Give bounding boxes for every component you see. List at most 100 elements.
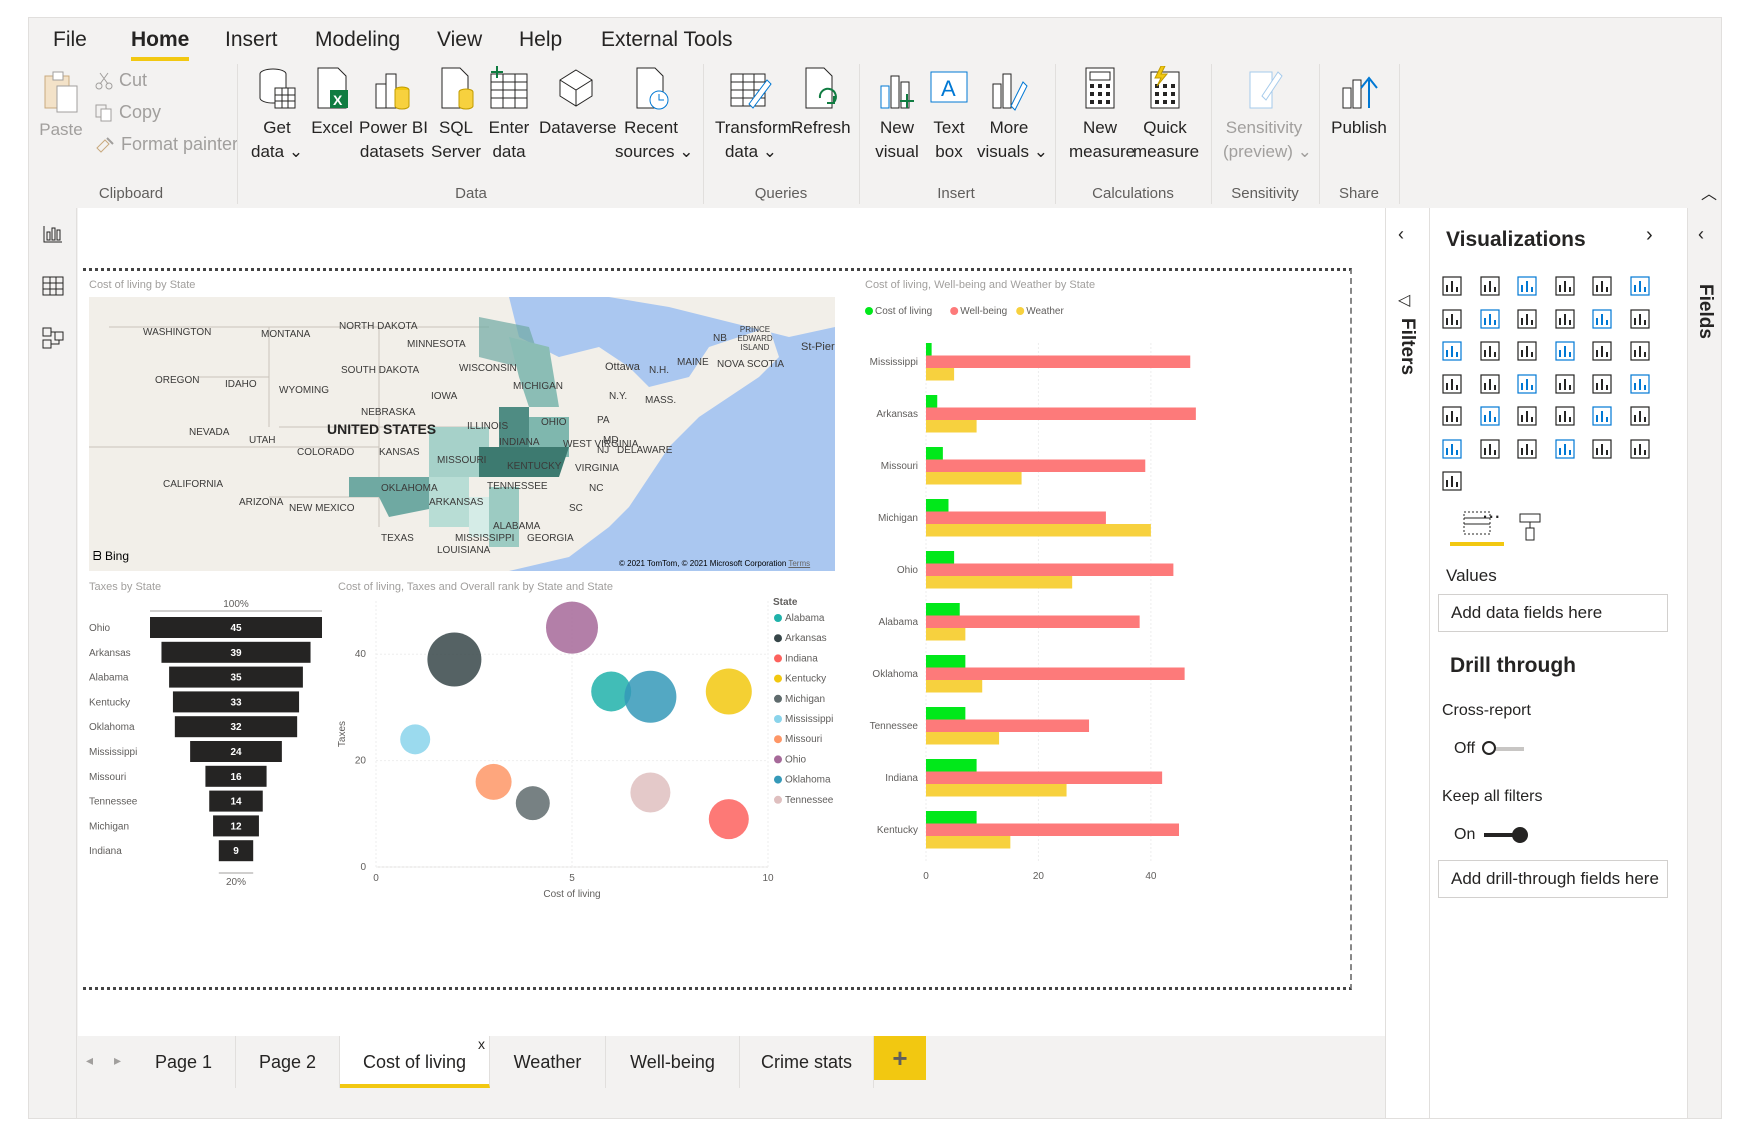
visual-type-icon[interactable] xyxy=(1553,274,1577,298)
tab-page-1[interactable]: Page 1 xyxy=(132,1036,236,1088)
bar-cost-of-living-missouri[interactable] xyxy=(926,447,943,460)
bar-weather-arkansas[interactable] xyxy=(926,420,977,433)
visual-type-icon[interactable] xyxy=(1515,437,1539,461)
bar-well-being-ohio[interactable] xyxy=(926,563,1174,577)
scatter-point-missouri[interactable] xyxy=(475,763,512,800)
scatter-point-oklahoma[interactable] xyxy=(624,670,677,723)
more-visuals-button[interactable]: More visuals ⌄ xyxy=(977,66,1048,164)
model-view-icon[interactable] xyxy=(41,326,65,350)
menu-tab-external-tools[interactable]: External Tools xyxy=(601,28,733,51)
visual-type-icon[interactable] xyxy=(1628,437,1652,461)
funnel-bar-alabama[interactable] xyxy=(169,666,303,688)
visual-type-icon[interactable] xyxy=(1478,339,1502,363)
bar-legend-item[interactable]: Well-being xyxy=(960,306,1007,317)
tab-cost-of-living[interactable]: Cost of living x xyxy=(340,1036,490,1088)
visual-type-icon[interactable] xyxy=(1553,404,1577,428)
visual-type-icon[interactable] xyxy=(1440,307,1464,331)
close-tab-icon[interactable]: x xyxy=(478,1036,485,1052)
bar-weather-oklahoma[interactable] xyxy=(926,680,983,693)
tab-page-2[interactable]: Page 2 xyxy=(236,1036,340,1088)
keep-filters-toggle[interactable]: On xyxy=(1454,826,1528,844)
collapse-ribbon-icon[interactable]: ︿ xyxy=(1701,186,1718,203)
visual-type-icon[interactable] xyxy=(1440,372,1464,396)
more-visuals-icon[interactable]: ... xyxy=(1482,498,1501,523)
recent-sources-button[interactable]: Recent sources ⌄ xyxy=(615,66,694,164)
scatter-legend-item[interactable]: Michigan xyxy=(785,694,825,705)
enter-data-button[interactable]: Enter data xyxy=(487,66,531,164)
scatter-legend-item[interactable]: Missouri xyxy=(785,734,822,745)
bar-cost-of-living-tennessee[interactable] xyxy=(926,707,966,720)
visual-type-icon[interactable] xyxy=(1590,307,1614,331)
scatter-visual[interactable]: 0 5 10 0 20 40 Cost of living Taxes State Alabama… xyxy=(331,591,841,901)
visual-type-icon[interactable] xyxy=(1553,339,1577,363)
filled-map-visual[interactable]: WASHINGTON MONTANA NORTH DAKOTA MINNESOTA OR… xyxy=(89,297,835,571)
visual-type-icon[interactable] xyxy=(1440,469,1464,493)
visual-type-icon[interactable] xyxy=(1515,339,1539,363)
bar-cost-of-living-ohio[interactable] xyxy=(926,551,955,564)
funnel-bar-michigan[interactable] xyxy=(213,815,259,837)
visual-type-icon[interactable] xyxy=(1628,307,1652,331)
report-view-icon[interactable] xyxy=(41,222,65,246)
visual-type-icon[interactable] xyxy=(1628,339,1652,363)
bar-well-being-indiana[interactable] xyxy=(926,771,1163,785)
visual-type-icon[interactable] xyxy=(1553,437,1577,461)
bar-well-being-alabama[interactable] xyxy=(926,615,1140,629)
add-page-button[interactable]: + xyxy=(874,1036,926,1080)
scatter-point-alabama[interactable] xyxy=(591,671,632,712)
copy-button[interactable]: Copy xyxy=(95,102,161,123)
fields-label[interactable]: Fields xyxy=(1695,284,1716,339)
visual-type-icon[interactable] xyxy=(1628,274,1652,298)
visual-type-icon[interactable] xyxy=(1440,339,1464,363)
visual-type-icon[interactable] xyxy=(1590,404,1614,428)
bar-weather-mississippi[interactable] xyxy=(926,368,955,381)
cross-report-toggle[interactable]: Off xyxy=(1454,740,1524,758)
visual-type-icon[interactable] xyxy=(1553,307,1577,331)
bar-weather-michigan[interactable] xyxy=(926,524,1151,537)
menu-tab-home[interactable]: Home xyxy=(131,28,190,61)
visual-type-icon[interactable] xyxy=(1440,437,1464,461)
visual-type-icon[interactable] xyxy=(1515,404,1539,428)
funnel-bar-indiana[interactable] xyxy=(218,840,254,862)
menu-tab-file[interactable]: File xyxy=(53,28,87,51)
funnel-bar-oklahoma[interactable] xyxy=(174,716,298,738)
bar-cost-of-living-oklahoma[interactable] xyxy=(926,655,966,668)
transform-data-button[interactable]: Transform data ⌄ xyxy=(715,66,792,164)
visual-type-icon[interactable] xyxy=(1590,437,1614,461)
scatter-point-tennessee[interactable] xyxy=(630,772,671,813)
visual-type-icon[interactable] xyxy=(1515,274,1539,298)
filters-label[interactable]: Filters xyxy=(1397,318,1418,376)
bar-well-being-mississippi[interactable] xyxy=(926,355,1191,369)
visual-type-icon[interactable] xyxy=(1515,307,1539,331)
tabs-next-icon[interactable]: ▸ xyxy=(114,1052,122,1068)
visual-type-icon[interactable] xyxy=(1440,274,1464,298)
scatter-legend-item[interactable]: Oklahoma xyxy=(785,775,831,786)
bar-cost-of-living-arkansas[interactable] xyxy=(926,395,938,408)
scatter-point-michigan[interactable] xyxy=(515,786,550,821)
menu-tab-insert[interactable]: Insert xyxy=(225,28,278,51)
visual-type-icon[interactable] xyxy=(1440,404,1464,428)
scatter-legend-item[interactable]: Kentucky xyxy=(785,674,826,685)
text-box-button[interactable]: A Text box xyxy=(927,66,971,164)
collapse-filters-icon[interactable]: ‹ xyxy=(1398,224,1404,244)
publish-button[interactable]: Publish xyxy=(1329,66,1389,140)
scatter-point-mississippi[interactable] xyxy=(400,724,431,755)
scatter-point-indiana[interactable] xyxy=(708,799,749,840)
visual-type-icon[interactable] xyxy=(1590,274,1614,298)
scatter-point-kentucky[interactable] xyxy=(705,668,752,715)
scatter-legend-item[interactable]: Mississippi xyxy=(785,714,833,725)
bar-weather-ohio[interactable] xyxy=(926,576,1073,589)
bar-well-being-tennessee[interactable] xyxy=(926,719,1090,733)
bar-legend-item[interactable]: Cost of living xyxy=(875,306,932,317)
get-data-button[interactable]: Get data ⌄ xyxy=(251,66,303,164)
sql-server-button[interactable]: SQL Server xyxy=(431,66,481,164)
funnel-visual[interactable]: 100% 45 Ohio 39 Arkansas 35 Alabama 33 Kentucky 3… xyxy=(83,591,333,901)
expand-fields-icon[interactable]: ‹ xyxy=(1698,224,1704,244)
quick-measure-button[interactable]: Quick measure xyxy=(1133,66,1199,164)
scatter-legend-item[interactable]: Tennessee xyxy=(785,795,834,806)
funnel-bar-mississippi[interactable] xyxy=(190,741,282,762)
tabs-prev-icon[interactable]: ◂ xyxy=(86,1052,94,1068)
new-measure-button[interactable]: New measure xyxy=(1069,66,1135,164)
bar-cost-of-living-mississippi[interactable] xyxy=(926,343,932,356)
scatter-point-arkansas[interactable] xyxy=(427,632,482,687)
power-bi-datasets-button[interactable]: Power BI datasets xyxy=(359,66,428,164)
